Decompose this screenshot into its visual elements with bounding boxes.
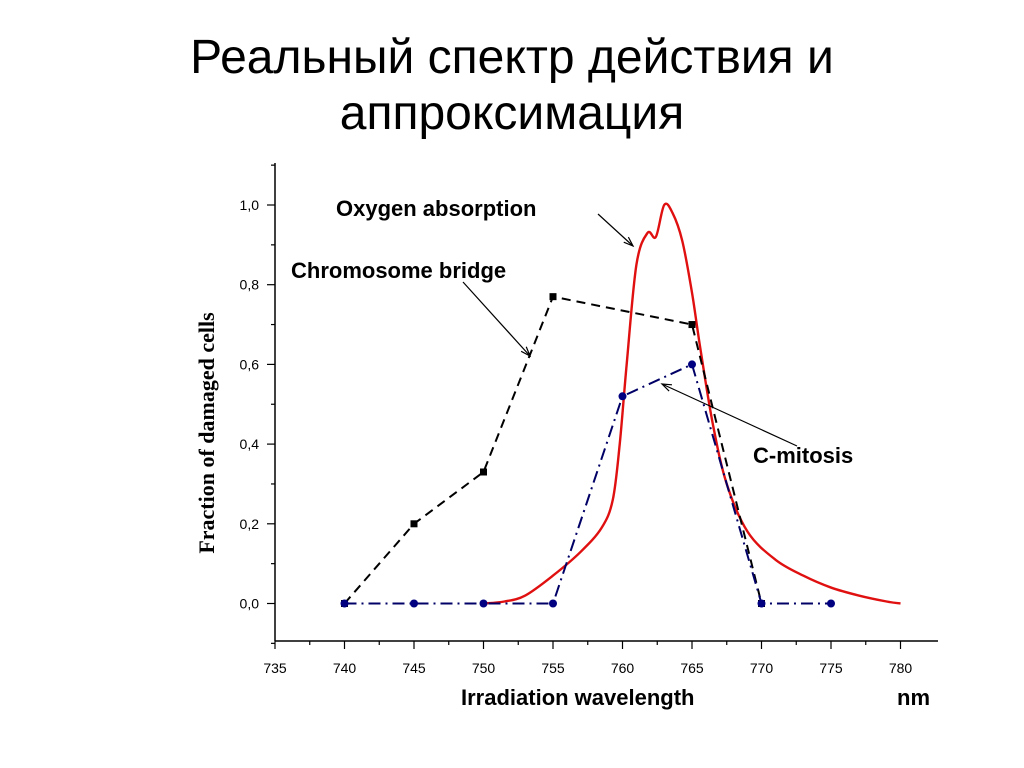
data-point-circle xyxy=(340,599,349,608)
data-point-circle xyxy=(757,599,766,608)
x-tick-label: 755 xyxy=(541,660,565,676)
x-tick-label: 750 xyxy=(472,660,496,676)
arrow-chromosome-bridge xyxy=(462,281,532,358)
y-tick-label: 0,0 xyxy=(240,596,260,612)
annotation-chromosome-bridge: Chromosome bridge xyxy=(291,258,506,283)
x-axis-label: Irradiation wavelength xyxy=(461,685,695,710)
data-point-square xyxy=(410,520,418,528)
slide-title-line-2: аппроксимация xyxy=(339,87,685,140)
slide-title-line-1: Реальный спектр действия и xyxy=(190,31,834,84)
annotation-oxygen-absorption: Oxygen absorption xyxy=(336,196,536,221)
x-tick-label: 735 xyxy=(263,660,287,676)
y-tick-label: 1,0 xyxy=(240,197,260,213)
annotation-c-mitosis: C-mitosis xyxy=(753,443,853,468)
axis-lines xyxy=(274,163,938,642)
y-tick-label: 0,4 xyxy=(240,436,260,452)
x-ticks: 735 740 745 750 755 760 765 770 775 780 xyxy=(263,641,912,676)
y-tick-label: 0,8 xyxy=(240,277,260,293)
axes xyxy=(274,163,938,642)
series-layer xyxy=(340,202,901,608)
data-point-circle xyxy=(827,599,835,608)
data-point-square xyxy=(549,293,557,301)
x-tick-label: 765 xyxy=(680,660,704,676)
x-axis-unit: nm xyxy=(897,685,930,710)
series-line-chromosome-bridge xyxy=(343,295,763,605)
data-point-circle xyxy=(618,392,627,401)
x-tick-label: 770 xyxy=(750,660,774,676)
x-tick-label: 775 xyxy=(819,660,843,676)
x-tick-label: 745 xyxy=(402,660,426,676)
data-point-circle xyxy=(479,599,488,608)
arrow-oxygen-absorption xyxy=(597,213,635,248)
series-line-c-mitosis xyxy=(344,363,831,605)
x-tick-label: 740 xyxy=(333,660,357,676)
y-axis-label: Fraction of damaged cells xyxy=(194,312,219,554)
arrow-c-mitosis xyxy=(660,383,798,447)
data-point-square xyxy=(688,321,696,329)
y-tick-label: 0,6 xyxy=(240,356,260,372)
x-tick-label: 780 xyxy=(889,660,913,676)
data-point-circle xyxy=(410,599,418,608)
annotation-arrows xyxy=(462,213,798,447)
data-point-circle xyxy=(688,360,696,369)
y-tick-label: 0,2 xyxy=(240,516,260,532)
series-line-oxygen-absorption xyxy=(483,202,901,605)
slide-title: Реальный спектр действия и аппроксимация xyxy=(0,30,1024,142)
data-point-circle xyxy=(549,599,557,608)
y-ticks: 0,0 0,2 0,4 0,6 0,8 1,0 xyxy=(240,164,275,644)
data-point-square xyxy=(480,468,487,476)
x-tick-label: 760 xyxy=(611,660,635,676)
